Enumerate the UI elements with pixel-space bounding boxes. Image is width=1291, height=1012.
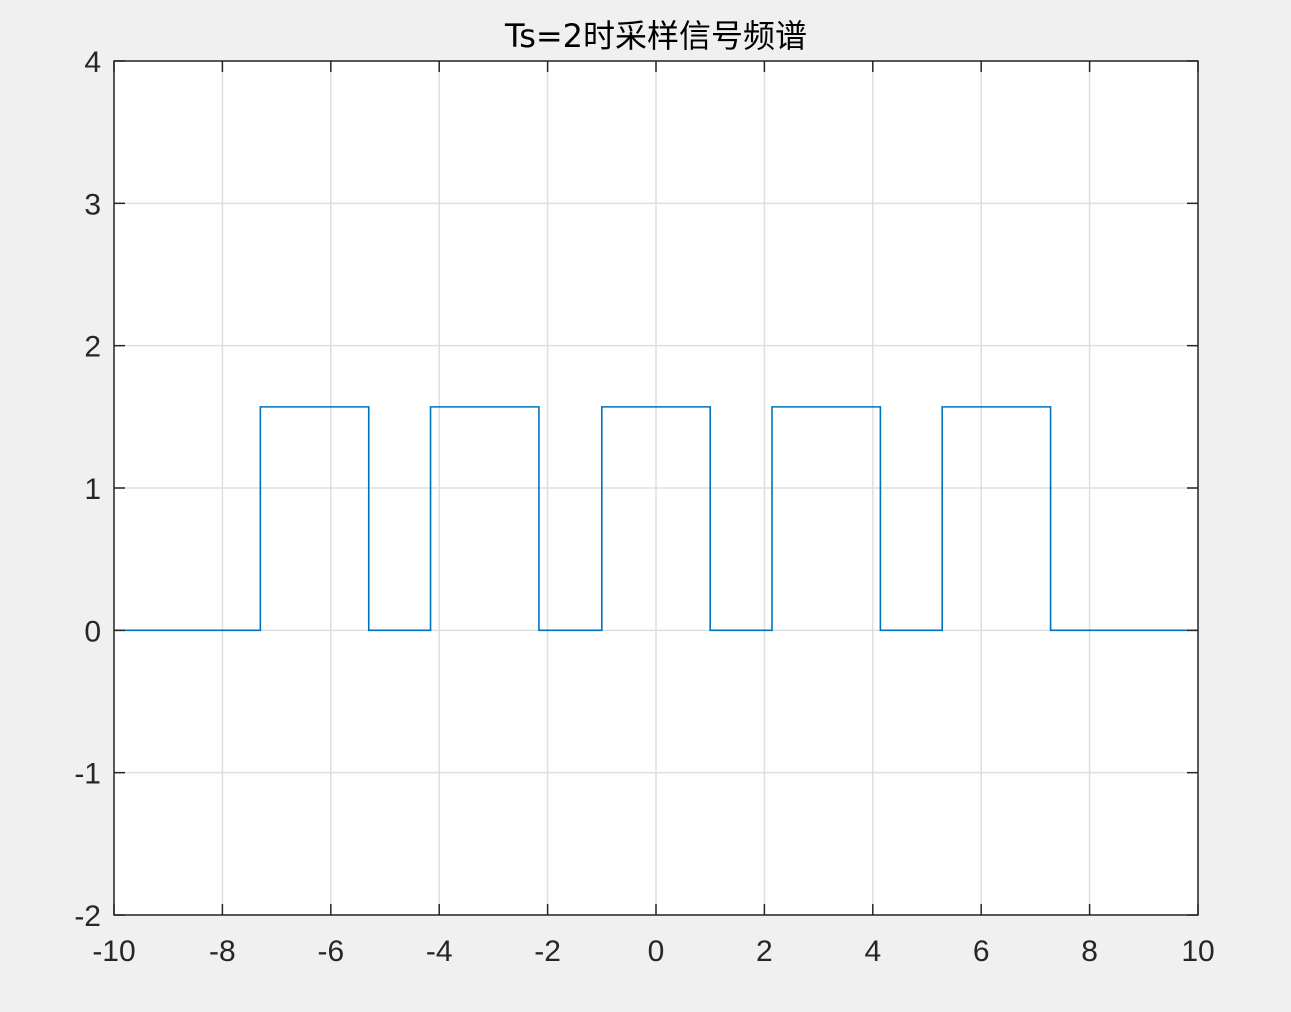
x-tick-label: 8 bbox=[1081, 935, 1098, 968]
chart-title: Ts=2时采样信号频谱 bbox=[504, 17, 807, 55]
series-layer bbox=[114, 406, 1198, 632]
y-tick-label: 3 bbox=[84, 188, 101, 221]
x-tick-label: -4 bbox=[426, 935, 453, 968]
x-tick-label: 6 bbox=[973, 935, 990, 968]
x-tick-label: -2 bbox=[534, 935, 561, 968]
x-tick-label: -6 bbox=[317, 935, 344, 968]
series-line bbox=[114, 406, 1198, 632]
x-tick-label: 2 bbox=[756, 935, 773, 968]
x-tick-label: 10 bbox=[1181, 935, 1214, 968]
y-tick-label: -2 bbox=[74, 900, 101, 933]
y-tick-label: -1 bbox=[74, 758, 101, 791]
y-tick-labels: -2 -1 0 1 2 3 4 bbox=[74, 46, 101, 933]
y-tick-label: 1 bbox=[84, 473, 101, 506]
y-tick-label: 4 bbox=[84, 46, 101, 79]
y-tick-label: 0 bbox=[84, 615, 101, 648]
ticks bbox=[113, 60, 1199, 916]
x-tick-label: 0 bbox=[648, 935, 665, 968]
x-tick-label: -10 bbox=[92, 935, 135, 968]
x-tick-label: -8 bbox=[209, 935, 236, 968]
y-tick-label: 2 bbox=[84, 331, 101, 364]
x-tick-label: 4 bbox=[864, 935, 881, 968]
x-tick-labels: -10 -8 -6 -4 -2 0 2 4 6 8 10 bbox=[92, 935, 1214, 968]
